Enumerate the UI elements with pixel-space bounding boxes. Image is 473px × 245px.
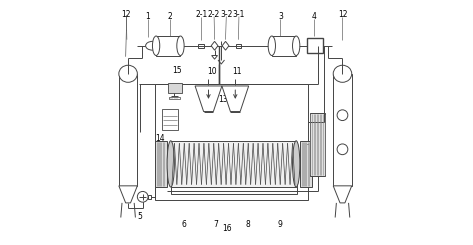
Bar: [236, 44, 241, 48]
Bar: [148, 195, 151, 199]
Ellipse shape: [119, 65, 137, 82]
Bar: [168, 83, 182, 93]
Polygon shape: [211, 41, 218, 50]
Circle shape: [337, 144, 348, 155]
Text: 12: 12: [338, 10, 347, 19]
Text: 6: 6: [182, 220, 186, 229]
Bar: [162, 109, 178, 130]
Bar: [272, 36, 296, 56]
Text: 13: 13: [218, 95, 228, 104]
Ellipse shape: [146, 41, 159, 50]
Bar: [333, 74, 352, 186]
Text: 3-2: 3-2: [220, 10, 232, 19]
Bar: [199, 44, 204, 48]
Ellipse shape: [292, 36, 300, 56]
Text: 7: 7: [213, 220, 218, 229]
Text: 15: 15: [172, 66, 182, 75]
Bar: [300, 141, 312, 187]
Ellipse shape: [268, 36, 275, 56]
Bar: [171, 141, 296, 187]
Text: 4: 4: [312, 12, 317, 21]
Ellipse shape: [177, 36, 184, 56]
Bar: [156, 36, 181, 56]
Text: 10: 10: [207, 67, 217, 76]
Bar: [169, 97, 180, 99]
Bar: [155, 84, 308, 200]
Bar: [155, 141, 167, 187]
Text: 5: 5: [138, 212, 143, 221]
Text: 3-1: 3-1: [233, 10, 245, 19]
Circle shape: [337, 110, 348, 121]
Bar: [171, 184, 298, 194]
Bar: [119, 74, 137, 186]
Text: 2-2: 2-2: [208, 10, 220, 19]
Ellipse shape: [333, 65, 352, 82]
Text: 3: 3: [278, 12, 283, 21]
Polygon shape: [195, 86, 222, 111]
Text: 9: 9: [278, 220, 283, 229]
Circle shape: [137, 191, 148, 202]
Text: 8: 8: [245, 220, 250, 229]
Text: 1: 1: [145, 12, 150, 21]
Ellipse shape: [152, 36, 160, 56]
Text: 14: 14: [156, 134, 165, 143]
Text: 11: 11: [232, 67, 241, 76]
Text: 2-1: 2-1: [195, 10, 208, 19]
Bar: [310, 113, 325, 176]
Polygon shape: [222, 41, 229, 50]
Ellipse shape: [292, 141, 300, 187]
Polygon shape: [211, 56, 218, 59]
Polygon shape: [119, 186, 137, 203]
Text: 12: 12: [122, 10, 131, 19]
Polygon shape: [222, 86, 249, 111]
Text: 16: 16: [222, 224, 232, 233]
Polygon shape: [333, 186, 352, 203]
Ellipse shape: [167, 141, 175, 187]
Text: 2: 2: [167, 12, 172, 21]
Bar: [307, 38, 323, 53]
